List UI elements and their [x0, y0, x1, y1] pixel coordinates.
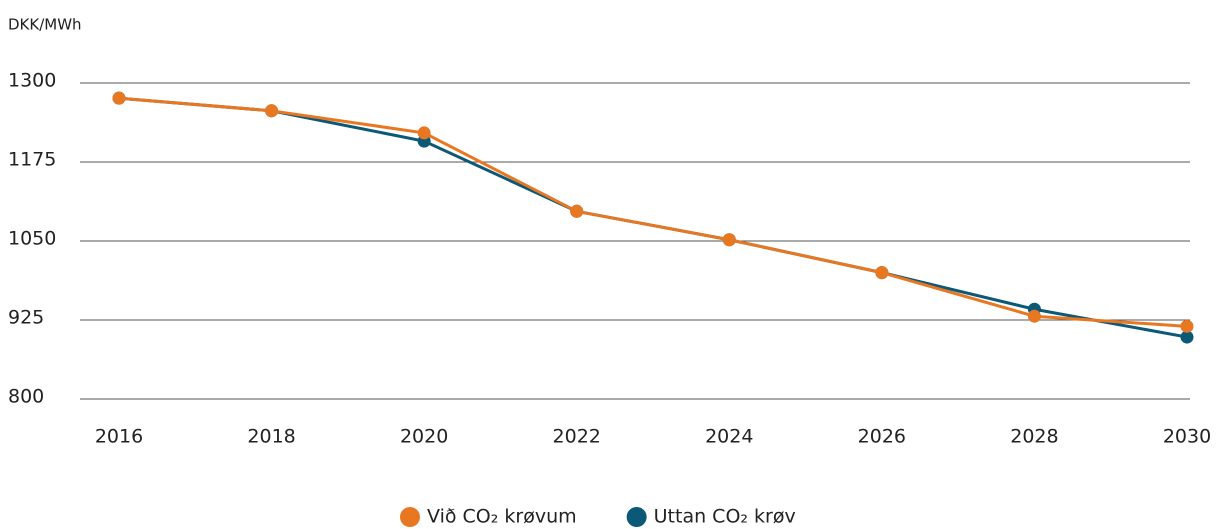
- legend-label: Við CO₂ krøvum: [427, 506, 577, 528]
- data-point: [112, 91, 126, 105]
- series-line: [118, 96, 1188, 339]
- data-point: [1027, 309, 1041, 323]
- y-tick-label: 1050: [8, 228, 56, 250]
- x-tick-label: 2018: [247, 426, 295, 448]
- x-tick-label: 2026: [858, 426, 906, 448]
- x-tick-label: 2030: [1163, 426, 1211, 448]
- x-tick-label: 2022: [553, 426, 601, 448]
- x-tick-label: 2024: [705, 426, 753, 448]
- data-point: [1180, 319, 1194, 333]
- y-axis-label: DKK/MWh: [8, 16, 82, 34]
- x-tick-label: 2016: [95, 426, 143, 448]
- legend-label: Uttan CO₂ krøv: [654, 506, 796, 528]
- x-tick-label: 2028: [1010, 426, 1058, 448]
- y-tick-label: 1300: [8, 70, 56, 92]
- data-point: [417, 126, 431, 140]
- data-point: [1180, 330, 1194, 344]
- legend-swatch: [400, 507, 420, 527]
- data-point: [265, 104, 279, 118]
- x-tick-label: 2020: [400, 426, 448, 448]
- y-tick-label: 1175: [8, 149, 56, 171]
- data-point: [722, 233, 736, 247]
- legend-swatch: [626, 507, 647, 527]
- data-point: [570, 204, 584, 218]
- data-point: [875, 266, 889, 280]
- y-tick-label: 925: [8, 307, 44, 329]
- series-line: [118, 96, 1188, 328]
- y-tick-label: 800: [8, 386, 44, 408]
